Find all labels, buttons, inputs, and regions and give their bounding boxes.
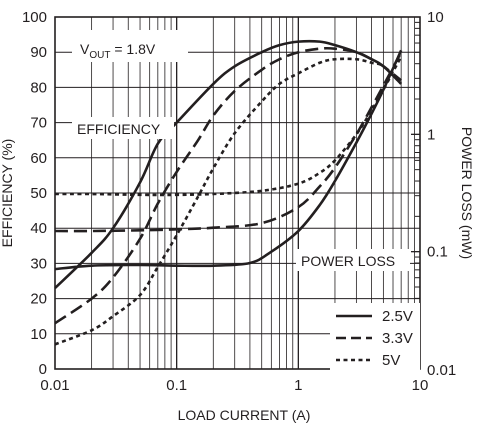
y-axis-left-title: EFFICIENCY (%)	[0, 139, 15, 248]
series-power-loss-3-3v-line	[54, 51, 403, 233]
tick-labels: 0.01 0.1 1 1001020304050607080901000.010.11…	[22, 9, 456, 394]
y-left-tick-label: 50	[30, 185, 47, 202]
y-left-tick-label: 90	[30, 44, 47, 61]
legend-label-5v: 5V	[382, 352, 400, 369]
y-left-tick-label: 30	[30, 255, 47, 272]
legend-label-2-5v: 2.5V	[382, 308, 413, 325]
series-power-loss-2-5v-line	[54, 49, 403, 271]
series-efficiency-5v-line	[54, 57, 403, 346]
x-tick-label: 1	[294, 377, 302, 394]
y-axis-right-title: POWER LOSS (mW)	[459, 127, 475, 259]
y-left-tick-label: 20	[30, 291, 47, 308]
x-tick-label: 0.1	[166, 377, 187, 394]
y-right-tick-label: 10	[427, 9, 444, 26]
legend-label-3-3v: 3.3V	[382, 330, 413, 347]
x-axis-title: LOAD CURRENT (A)	[178, 407, 311, 423]
series-efficiency-3-3v-line	[54, 46, 402, 325]
y-right-tick-label: 1	[427, 126, 435, 143]
x-tick-label: 0.01	[40, 377, 69, 394]
y-left-tick-label: 80	[30, 79, 47, 96]
y-left-tick-label: 40	[30, 220, 47, 237]
y-left-tick-label: 60	[30, 150, 47, 167]
vout-annotation-bg	[72, 30, 188, 62]
efficiency-label: EFFICIENCY	[77, 121, 161, 137]
y-left-tick-label: 100	[22, 9, 47, 26]
vout-annotation: VOUT = 1.8V	[80, 41, 156, 61]
x-tick-label: 10	[412, 377, 429, 394]
series-power-loss-5v-line	[54, 55, 403, 197]
efficiency-label-bg	[72, 117, 174, 139]
power-loss-label: POWER LOSS	[301, 253, 395, 269]
y-left-tick-label: 10	[30, 326, 47, 343]
y-right-tick-label: 0.01	[427, 362, 456, 379]
legend: 2.5V 3.3V 5V	[330, 303, 420, 371]
y-left-tick-label: 70	[30, 115, 47, 132]
power-loss-label-bg	[296, 249, 410, 271]
series-layer	[54, 39, 403, 346]
y-right-tick-label: 0.1	[427, 244, 448, 261]
y-left-tick-label: 0	[39, 361, 47, 378]
